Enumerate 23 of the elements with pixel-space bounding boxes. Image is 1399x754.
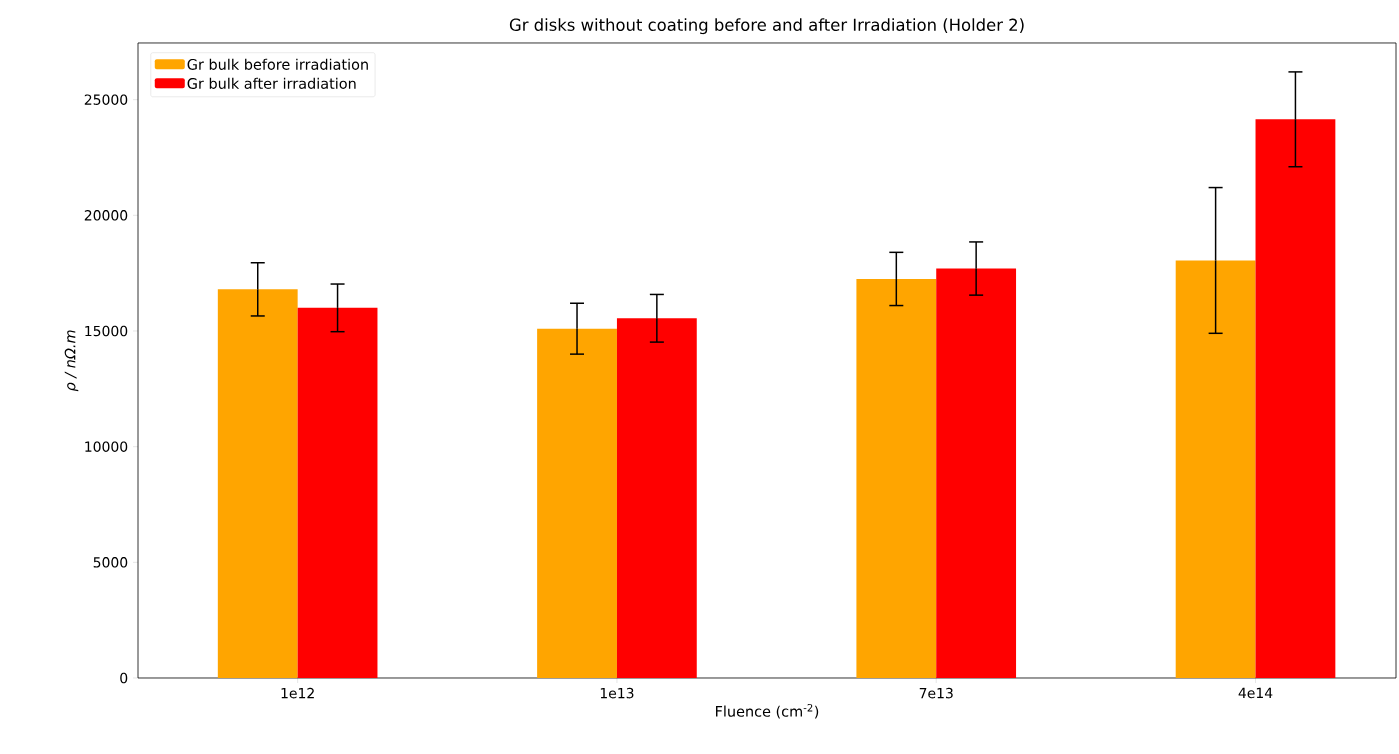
y-axis-title: ρ / nΩ.m (64, 330, 79, 392)
x-tick-label: 4e14 (1238, 687, 1273, 699)
legend-label: Gr bulk after irradiation (187, 77, 356, 89)
x-tick-label: 1e13 (600, 687, 634, 699)
y-tick-label: 0 (120, 672, 128, 684)
bar (297, 307, 378, 678)
x-axis-title: Fluence (cm$^{-2}$) (716, 703, 819, 719)
bar (217, 289, 298, 678)
bar (616, 318, 697, 678)
chart-title: Gr disks without coating before and after Irradiation (Holder 2) (509, 18, 1024, 35)
y-tick-label: 10000 (85, 441, 128, 452)
bar (856, 278, 937, 678)
y-tick-label: 25000 (84, 94, 128, 105)
bar (1255, 119, 1336, 678)
legend-label: Gr bulk before irradiation (187, 58, 368, 70)
y-tick-label: 5000 (93, 557, 128, 568)
x-tick-label: 7e13 (919, 687, 953, 699)
bar (936, 268, 1017, 678)
y-tick-label: 20000 (84, 210, 128, 221)
y-tick-label: 15000 (85, 325, 128, 337)
x-tick-label: 1e12 (281, 687, 314, 699)
bar (1175, 260, 1256, 678)
bar (537, 328, 617, 678)
